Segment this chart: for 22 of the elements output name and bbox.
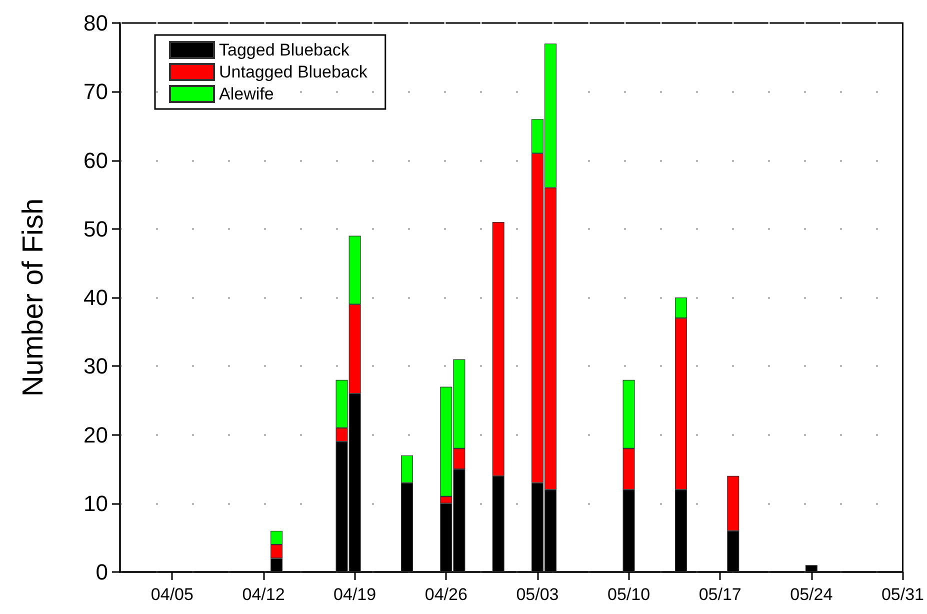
x-tick-label: 05/10 [608,585,650,604]
y-tick-label: 80 [84,10,108,36]
y-tick-label: 40 [84,285,108,310]
x-tick-label: 04/26 [424,585,468,604]
x-tick-label: 05/17 [698,585,742,604]
y-tick-label: 10 [84,490,108,516]
legend-label: Untagged Blueback [219,62,368,82]
y-tick-label: 0 [96,560,108,584]
x-tick-label: 04/12 [242,585,285,604]
y-tick-label: 30 [84,354,108,379]
y-tick-label: 20 [84,422,108,448]
x-tick-label: 05/24 [790,585,833,604]
y-tick-label: 60 [84,148,108,173]
y-tick-label: 70 [84,79,108,104]
y-tick-label: 50 [84,216,108,242]
legend-label: Alewife [219,84,274,104]
x-tick-label: 04/19 [334,585,376,604]
y-axis-title: Number of Fish [18,198,50,397]
x-tick-label: 05/03 [516,585,559,604]
x-tick-label: 05/31 [881,585,924,604]
legend-label: Tagged Blueback [219,40,350,60]
x-tick-label: 04/05 [150,585,194,604]
